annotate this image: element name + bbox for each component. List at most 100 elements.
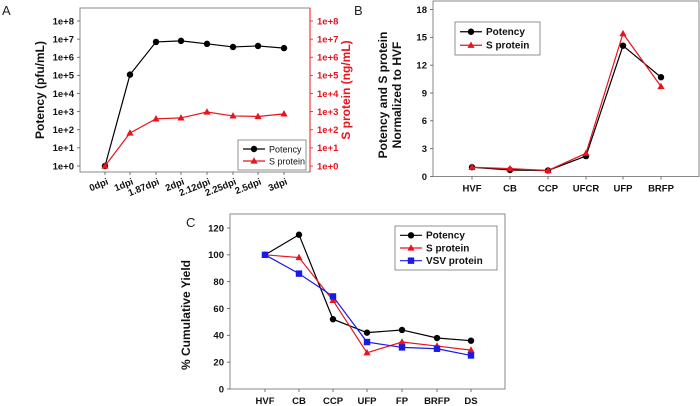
y-axis-title: % Cumulative Yield	[179, 260, 193, 370]
data-point	[280, 44, 288, 52]
legend-box	[237, 139, 307, 171]
data-point	[468, 163, 476, 170]
y-tick-label: 1e+3	[53, 107, 74, 118]
legend-swatch-marker	[467, 41, 475, 48]
chart-panel-a: A 1e+0 1e+1 1e+2 1e+3 1e+4 1e+5 1e+6 1e+7 1e+8 1e+…	[2, 3, 353, 199]
legend-box	[454, 21, 541, 56]
x-tick-label: BRFP	[648, 184, 675, 195]
legend-label: Potency	[426, 231, 465, 242]
data-point	[619, 42, 627, 49]
y-tick-label: 40	[213, 331, 224, 342]
y-tick-label: 18	[416, 5, 427, 16]
y-tick-label: 15	[416, 33, 427, 44]
x-tick-label: CCP	[538, 184, 559, 195]
y-tick-label: 60	[213, 304, 224, 315]
data-point	[398, 344, 406, 351]
y2-tick-label: 1e+2	[317, 125, 338, 136]
data-point	[398, 326, 406, 334]
y2-tick-label: 1e+5	[317, 71, 339, 82]
legend-swatch-marker	[250, 145, 258, 153]
legend: Potency S protein	[237, 139, 307, 171]
y2-tick-label: 1e+3	[317, 107, 338, 118]
legend-swatch-marker	[407, 244, 415, 251]
data-point	[126, 71, 134, 78]
y2-tick-label: 1e+4	[317, 89, 339, 100]
panel-label: C	[186, 215, 195, 230]
data-point	[203, 108, 211, 115]
series-vsv-protein	[261, 251, 475, 359]
legend-label: S protein	[486, 41, 529, 52]
x-tick-label: HVF	[256, 396, 275, 406]
data-point	[229, 43, 237, 51]
data-point	[433, 334, 441, 342]
y-tick-label: 0	[219, 384, 224, 395]
legend-label: S protein	[269, 156, 305, 166]
y2-tick-label: 1e+1	[317, 143, 339, 154]
x-tick-label: CB	[292, 396, 306, 406]
series-line	[104, 40, 285, 167]
y-tick-label: 100	[208, 250, 224, 261]
data-point	[329, 296, 337, 304]
plot-frame	[432, 0, 700, 177]
x-tick-label: 3dpi	[267, 177, 289, 195]
legend: Potency S protein	[454, 21, 541, 56]
series-line	[471, 44, 662, 172]
x-tick-label: UFP	[614, 184, 634, 195]
data-point	[254, 112, 262, 120]
x-tick-label: UFCR	[573, 184, 600, 195]
y-tick-label: 12	[416, 60, 427, 71]
panel-label: B	[354, 3, 363, 18]
x-tick-label: FP	[396, 396, 409, 406]
y2-tick-label: 1e+8	[317, 16, 338, 27]
y2-axis-title: S protein (ng/mL)	[339, 40, 353, 139]
plot-frame	[229, 213, 506, 390]
data-point	[544, 166, 552, 174]
data-point	[280, 110, 288, 117]
series-line	[104, 111, 285, 167]
data-point	[101, 162, 109, 169]
y-tick-label: 120	[208, 223, 224, 234]
x-tick-label: CB	[503, 184, 517, 195]
x-tick-label: 0dpi	[88, 177, 110, 195]
y-tick-label: 6	[422, 116, 427, 127]
data-point	[398, 338, 406, 345]
legend-swatch-marker	[407, 257, 415, 264]
data-point	[295, 270, 303, 277]
data-point	[363, 348, 371, 356]
data-point	[229, 112, 237, 119]
y-tick-label: 0	[422, 172, 427, 183]
y-tick-label: 1e+1	[53, 143, 75, 154]
data-point	[152, 38, 160, 46]
data-point	[177, 114, 185, 121]
y-axis-title: Potency and S protein	[376, 32, 390, 159]
legend-swatch-marker	[250, 157, 258, 164]
chart-panel-b: B 0 3 6 9 12 15 18 HVF CB CCP UFCR UFP BRFP Potency an…	[354, 0, 700, 195]
data-point	[203, 40, 211, 48]
y-tick-label: 1e+0	[53, 161, 74, 172]
data-point	[363, 338, 371, 346]
x-tick-label: UFP	[358, 396, 378, 406]
panel-label: A	[2, 3, 11, 18]
y-tick-label: 1e+5	[53, 71, 75, 82]
x-tick-label: BRFP	[424, 396, 451, 406]
legend-label: Potency	[486, 27, 525, 38]
data-point	[467, 352, 475, 359]
x-tick-label: 2.5dpi	[234, 177, 264, 197]
data-point	[126, 129, 134, 136]
legend-label: S protein	[426, 243, 469, 254]
data-point	[254, 42, 262, 50]
data-point	[295, 253, 303, 261]
data-point	[582, 149, 590, 156]
legend-swatch-marker	[467, 28, 475, 35]
data-point	[152, 115, 160, 122]
data-point	[467, 337, 475, 344]
data-point	[261, 251, 269, 259]
series-s-protein	[101, 108, 288, 169]
data-point	[433, 345, 441, 352]
series-s-protein	[468, 29, 665, 174]
y-tick-label: 1e+6	[53, 53, 74, 64]
y-tick-label: 3	[422, 144, 427, 155]
data-point	[619, 29, 627, 37]
